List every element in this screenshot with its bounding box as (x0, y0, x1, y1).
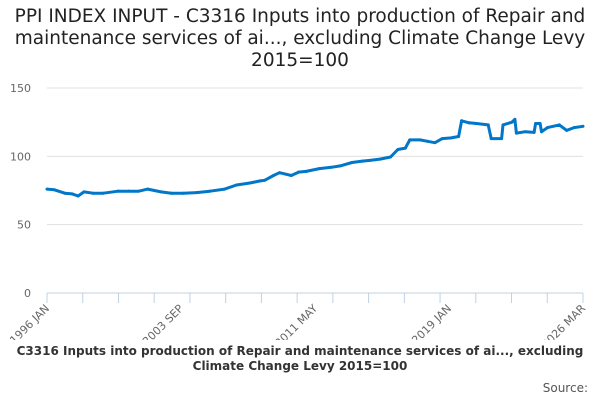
x-axis-label: C3316 Inputs into production of Repair a… (16, 344, 584, 373)
data-point (350, 160, 354, 164)
data-point (467, 121, 471, 125)
data-point (272, 173, 276, 177)
data-point (418, 138, 422, 142)
data-point (297, 170, 301, 174)
data-point (460, 119, 464, 123)
data-point (263, 178, 267, 182)
data-point (538, 122, 542, 126)
data-point (572, 126, 576, 130)
data-point (581, 124, 585, 128)
x-tick-label: 2003 SEP (140, 302, 186, 340)
data-point (540, 130, 544, 134)
data-point (514, 131, 518, 135)
data-point (396, 148, 400, 151)
data-point (277, 171, 281, 175)
data-point (510, 120, 514, 124)
data-point (489, 137, 493, 141)
y-axis: 0 50 100 150 (10, 82, 31, 300)
line-chart: 0 50 100 150 1996 JAN 2003 SEP 2011 MAY 2019 J… (7, 82, 588, 340)
data-point (378, 157, 382, 161)
y-tick-label: 50 (17, 219, 31, 232)
y-tick-label: 0 (24, 287, 31, 300)
data-point (426, 139, 430, 143)
data-point (126, 189, 130, 193)
series-line (46, 117, 584, 198)
data-point (101, 191, 105, 195)
data-point (159, 190, 163, 194)
data-point (91, 191, 95, 195)
data-point (534, 122, 538, 126)
data-point (368, 158, 372, 162)
data-point (208, 189, 212, 193)
data-point (433, 141, 437, 145)
data-point (146, 187, 150, 191)
data-point (389, 155, 393, 159)
data-point (52, 188, 56, 192)
data-point (304, 169, 308, 173)
data-point (70, 192, 74, 196)
data-point (329, 165, 333, 169)
data-point (360, 159, 364, 163)
data-point (195, 191, 199, 195)
data-point (223, 187, 227, 191)
data-point (76, 194, 80, 198)
data-point (248, 181, 252, 185)
x-tick-label: 2019 JAN (409, 302, 454, 340)
data-point (523, 130, 527, 134)
data-point (45, 187, 49, 191)
data-point (235, 183, 239, 187)
x-tick-label: 1996 JAN (7, 302, 52, 340)
y-tick-label: 100 (10, 150, 31, 163)
data-point (557, 123, 561, 127)
data-point (169, 191, 173, 195)
y-tick-label: 150 (10, 82, 31, 95)
data-point (317, 167, 321, 171)
data-point (500, 137, 504, 141)
x-axis: 1996 JAN 2003 SEP 2011 MAY 2019 JAN 2026 MAR (7, 292, 588, 340)
data-point (137, 189, 141, 193)
data-point (474, 122, 478, 126)
x-tick-label: 2026 MAR (539, 302, 588, 340)
data-point (338, 164, 342, 168)
data-point (440, 137, 444, 141)
data-point (258, 179, 262, 183)
source-label: Source: (542, 381, 588, 395)
data-point (513, 117, 517, 121)
data-point (63, 191, 67, 195)
data-point (449, 136, 453, 140)
data-point (82, 190, 86, 194)
gridlines (47, 87, 583, 226)
data-point (486, 123, 490, 127)
data-point (289, 173, 293, 177)
data-point (565, 128, 569, 132)
data-point (403, 146, 407, 150)
data-point (532, 130, 536, 134)
x-tick-label: 2011 MAY (272, 302, 320, 340)
data-point (181, 191, 185, 195)
chart-title: PPI INDEX INPUT - C3316 Inputs into prod… (14, 6, 586, 71)
data-point (283, 172, 287, 176)
series-layer (45, 117, 585, 198)
data-point (408, 138, 412, 142)
data-point (501, 123, 505, 127)
data-point (457, 135, 461, 139)
data-point (545, 126, 549, 130)
data-point (116, 189, 120, 193)
